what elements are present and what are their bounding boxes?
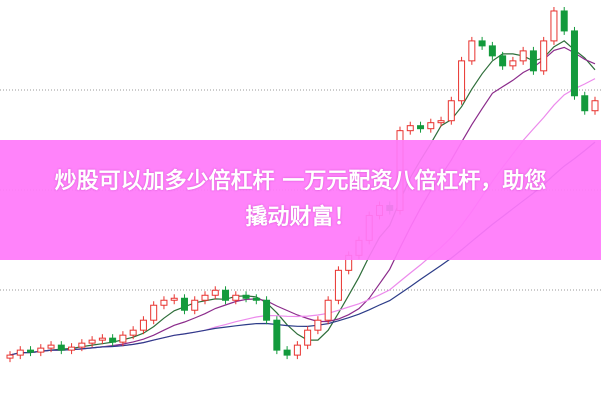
candle-body [78, 342, 86, 348]
candle-body [314, 319, 322, 331]
candle-body [540, 40, 548, 72]
candle-body [560, 10, 568, 32]
candle-body [509, 60, 517, 67]
candle-body [119, 334, 127, 343]
candle-body [304, 329, 312, 346]
candle-body [109, 337, 117, 343]
candle-body [283, 349, 291, 356]
candle-body [98, 337, 106, 341]
candle-body [211, 289, 219, 296]
candle-body [581, 95, 589, 112]
candle-body [88, 339, 96, 344]
candle-body [334, 269, 342, 301]
candle-body [252, 297, 260, 301]
candle-body [447, 100, 455, 122]
moving-average-line [9, 40, 596, 356]
candle-body [468, 40, 476, 62]
candle-body [232, 294, 240, 301]
candle-body [417, 125, 425, 130]
candle-body [324, 299, 332, 321]
candle-body [499, 55, 507, 67]
candle-body [129, 329, 137, 336]
candle-body [273, 319, 281, 351]
candle-body [37, 347, 45, 353]
candle-body [570, 30, 578, 97]
candle-body [16, 349, 24, 356]
candle-body [170, 297, 178, 301]
candle-body [478, 40, 486, 47]
candle-body [591, 100, 599, 112]
candle-body [150, 304, 158, 321]
banner-title-line1: 炒股可以加多少倍杠杆 一万元配资八倍杠杆，助您 [54, 169, 547, 194]
candle-body [160, 299, 168, 306]
candle-body [458, 60, 466, 102]
candle-body [437, 120, 445, 124]
candle-body [550, 10, 558, 42]
title-banner: 炒股可以加多少倍杠杆 一万元配资八倍杠杆，助您 撬动财富！ [0, 140, 601, 260]
candle-body [139, 319, 147, 331]
candle-body [47, 344, 55, 349]
candle-body [427, 122, 435, 130]
candle-body [191, 299, 199, 311]
candle-body [68, 346, 76, 351]
candle-body [201, 294, 209, 301]
candle-body [519, 50, 527, 62]
candle-body [293, 344, 301, 356]
candle-body [6, 354, 14, 359]
candle-body [222, 289, 230, 301]
candle-body [180, 297, 188, 311]
candle-body [263, 299, 271, 321]
candle-body [488, 45, 496, 57]
candle-body [27, 349, 35, 353]
banner-title-line2: 撬动财富！ [245, 205, 356, 230]
candle-body [57, 344, 65, 351]
candle-body [242, 294, 250, 299]
candle-body [529, 50, 537, 72]
candle-body [406, 125, 414, 132]
